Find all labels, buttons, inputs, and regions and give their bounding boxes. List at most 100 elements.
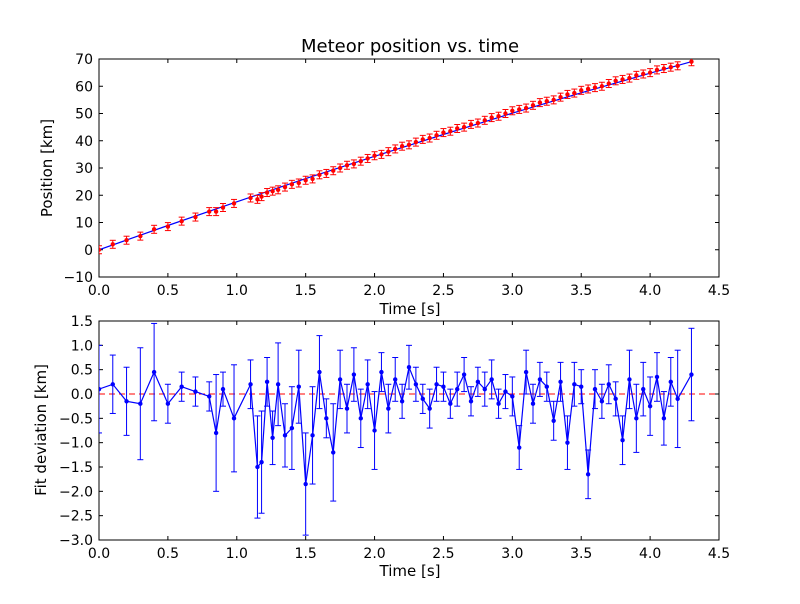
deviation-point (344, 406, 350, 411)
position-point (220, 205, 226, 210)
position-point (248, 195, 253, 201)
position-plot-xtick-label: 2.5 (432, 283, 454, 299)
position-point (275, 187, 281, 192)
deviation-plot-ytick-label: 0.5 (71, 363, 93, 379)
position-point (413, 139, 419, 145)
deviation-point (503, 389, 508, 394)
position-point (124, 238, 129, 243)
deviation-point (289, 425, 295, 431)
position-point (264, 190, 270, 195)
position-point (530, 103, 536, 108)
position-point (620, 77, 625, 82)
deviation-point (165, 401, 171, 406)
deviation-point (124, 399, 129, 404)
position-plot-xtick-label: 1.5 (295, 283, 317, 299)
deviation-point (275, 382, 281, 387)
deviation-point (303, 481, 308, 487)
deviation-point (572, 382, 577, 387)
deviation-plot-ytick-label: 1.5 (71, 314, 93, 330)
position-point (179, 218, 184, 224)
deviation-point (310, 433, 315, 438)
deviation-point (193, 389, 198, 394)
position-point (386, 149, 391, 154)
deviation-point (496, 401, 501, 406)
deviation-plot-xtick-label: 0.5 (157, 546, 179, 562)
deviation-plot-ylabel: Fit deviation [km] (32, 364, 50, 496)
deviation-point (455, 386, 460, 392)
position-point (365, 156, 370, 161)
position-point (572, 90, 577, 96)
position-plot-xtick-label: 3.0 (501, 283, 523, 299)
deviation-point (259, 459, 264, 465)
deviation-point (99, 386, 102, 392)
deviation-plot-marks (99, 322, 719, 536)
position-point (551, 97, 556, 103)
position-point (351, 161, 357, 167)
deviation-point (558, 379, 563, 385)
position-plot-ytick-label: 0 (84, 243, 93, 259)
deviation-point (537, 377, 543, 382)
deviation-point (551, 418, 556, 423)
position-point (537, 100, 543, 105)
position-point (441, 130, 446, 135)
position-point (654, 67, 660, 73)
position-point (303, 178, 308, 183)
deviation-plot-xtick-label: 3.5 (570, 546, 592, 562)
deviation-plot-ytick-label: −1.0 (59, 436, 93, 452)
position-plot-xtick-label: 4.5 (708, 283, 730, 299)
deviation-point (420, 396, 425, 402)
deviation-point (386, 406, 391, 411)
deviation-point (427, 406, 432, 411)
position-plot-ytick-label: 20 (75, 188, 93, 204)
deviation-point (324, 416, 329, 421)
position-point (641, 71, 646, 77)
deviation-point (358, 416, 363, 421)
position-point (379, 152, 384, 157)
deviation-point (592, 386, 598, 392)
position-point (255, 197, 260, 202)
position-point (344, 163, 350, 168)
deviation-point (282, 433, 288, 438)
deviation-plot-xtick-label: 2.5 (432, 546, 454, 562)
position-point (213, 209, 219, 214)
deviation-plot-xtick-label: 1.0 (226, 546, 248, 562)
position-point (406, 142, 412, 148)
deviation-point (379, 369, 384, 375)
deviation-point (654, 374, 660, 380)
position-plot-frame (98, 58, 720, 278)
deviation-point (351, 372, 357, 377)
position-point (434, 133, 439, 138)
position-point (606, 81, 611, 86)
position-point (565, 92, 570, 97)
position-point (613, 78, 618, 84)
position-plot-ytick-label: 60 (75, 79, 93, 95)
position-point (510, 108, 515, 113)
position-point (482, 118, 487, 123)
deviation-point (510, 394, 515, 399)
deviation-point (544, 384, 549, 389)
position-plot-ytick-label: 30 (75, 161, 93, 177)
position-plot-xtick-label: 1.0 (226, 283, 248, 299)
deviation-point (475, 379, 481, 385)
position-point (110, 242, 115, 247)
position-point (496, 114, 501, 119)
deviation-point (248, 382, 253, 387)
position-plot-marks (99, 59, 695, 255)
deviation-plot-xtick-label: 4.5 (708, 546, 730, 562)
deviation-point (606, 382, 611, 387)
position-point (231, 201, 237, 206)
deviation-point (647, 403, 653, 409)
deviation-point (270, 435, 275, 440)
deviation-plot-xtick-label: 4.0 (639, 546, 661, 562)
deviation-point (138, 401, 143, 406)
position-point (661, 66, 667, 71)
deviation-point (255, 464, 260, 470)
deviation-point (331, 450, 336, 455)
deviation-plot-xlabel: Time [s] (379, 562, 441, 580)
position-point (558, 94, 563, 100)
position-plot-ytick-label: −10 (63, 270, 93, 286)
position-point (544, 99, 549, 104)
position-point (296, 180, 301, 186)
position-point (358, 158, 363, 164)
deviation-point (675, 396, 680, 402)
